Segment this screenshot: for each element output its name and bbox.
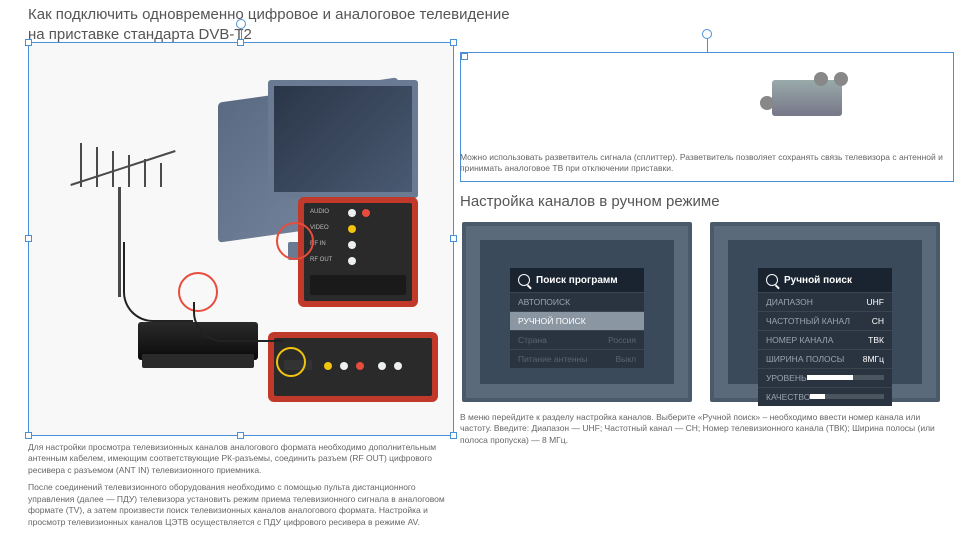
menu-row: ШИРИНА ПОЛОСЫ8МГц [758, 349, 892, 368]
diagram-caption: Для настройки просмотра телевизионных ка… [28, 442, 454, 534]
menu-row: НОМЕР КАНАЛАТВК [758, 330, 892, 349]
page-title: Как подключить одновременно цифровое и а… [28, 5, 510, 44]
resize-handle[interactable] [450, 235, 457, 242]
quality-label: КАЧЕСТВО [766, 392, 810, 402]
resize-handle[interactable] [25, 432, 32, 439]
caption-paragraph: Для настройки просмотра телевизионных ка… [28, 442, 454, 476]
menu-row: АВТОПОИСК [510, 292, 644, 311]
search-icon [766, 274, 778, 286]
tv-menu-screenshot-search: Поиск программ АВТОПОИСКРУЧНОЙ ПОИСКСтра… [462, 222, 692, 402]
quality-bar [810, 394, 884, 399]
menu-row: ЧАСТОТНЫЙ КАНАЛCH [758, 311, 892, 330]
search-icon [518, 274, 530, 286]
menu-header-label: Поиск программ [536, 275, 618, 286]
resize-handle[interactable] [25, 235, 32, 242]
menu-row: ДИАПАЗОНUHF [758, 292, 892, 311]
level-label: УРОВЕНЬ [766, 373, 807, 383]
rotate-handle[interactable] [236, 19, 246, 29]
level-bar [807, 375, 884, 380]
caption-paragraph: После соединений телевизионного оборудов… [28, 482, 454, 528]
image-selection-frame[interactable] [28, 42, 454, 436]
menu-row: РУЧНОЙ ПОИСК [510, 311, 644, 330]
menu-row: СтранаРоссия [510, 330, 644, 349]
menu-caption: В меню перейдите к разделу настройка кан… [460, 412, 950, 446]
rotate-handle[interactable] [702, 29, 712, 39]
resize-handle[interactable] [461, 53, 468, 60]
menu-header-label: Ручной поиск [784, 275, 852, 286]
resize-handle[interactable] [237, 39, 244, 46]
splitter-caption: Можно использовать разветвитель сигнала … [460, 152, 950, 175]
tv-menu-screenshot-manual: Ручной поиск ДИАПАЗОНUHFЧАСТОТНЫЙ КАНАЛC… [710, 222, 940, 402]
menu-row: Питание антенныВыкл [510, 349, 644, 368]
resize-handle[interactable] [237, 432, 244, 439]
menu-header: Ручной поиск [758, 268, 892, 292]
menu-header: Поиск программ [510, 268, 644, 292]
resize-handle[interactable] [25, 39, 32, 46]
resize-handle[interactable] [450, 39, 457, 46]
section-title: Настройка каналов в ручном режиме [460, 193, 720, 210]
resize-handle[interactable] [450, 432, 457, 439]
